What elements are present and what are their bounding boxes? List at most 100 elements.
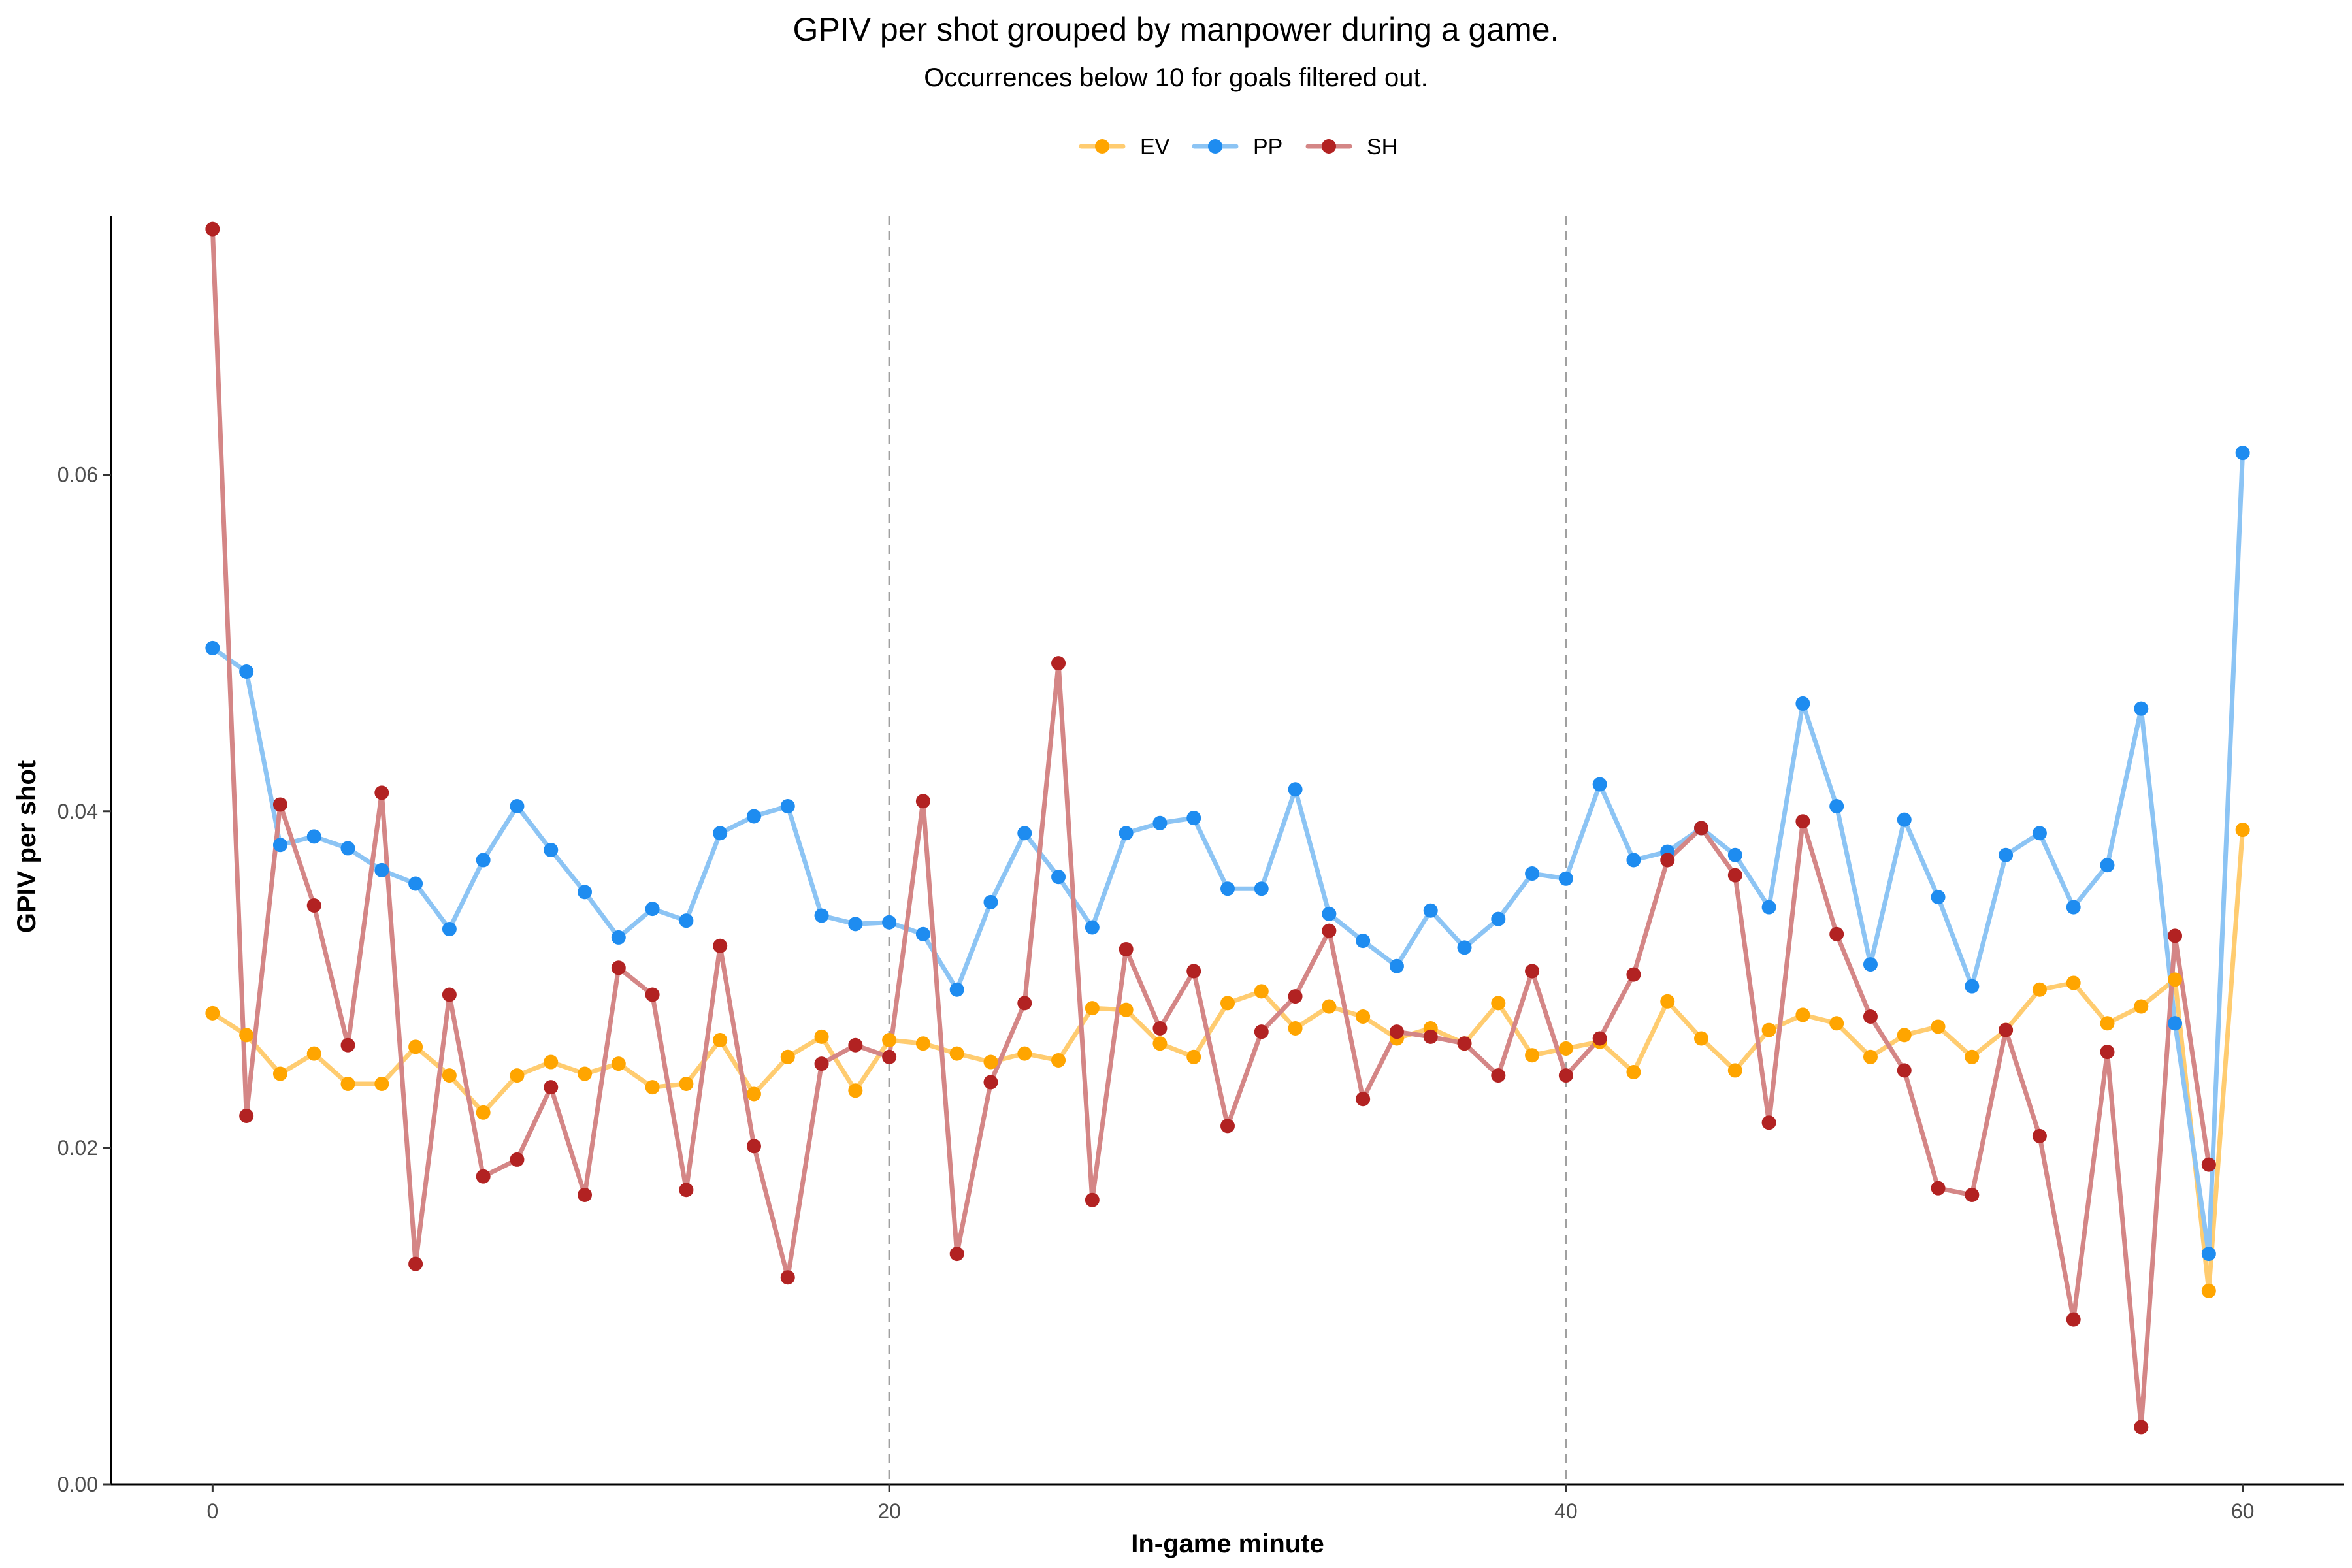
y-axis-title: GPIV per shot — [12, 760, 41, 934]
data-point-pp — [1626, 853, 1641, 868]
data-point-sh — [442, 987, 457, 1002]
data-point-ev — [1186, 1049, 1201, 1064]
legend-key-point-pp — [1208, 139, 1222, 154]
data-point-sh — [1457, 1036, 1472, 1051]
data-point-sh — [1017, 996, 1032, 1011]
data-point-pp — [780, 799, 795, 814]
data-point-ev — [1863, 1049, 1878, 1064]
data-point-pp — [949, 982, 964, 997]
data-point-sh — [340, 1037, 355, 1053]
data-point-sh — [1829, 926, 1844, 941]
data-point-sh — [1220, 1119, 1235, 1134]
data-point-ev — [544, 1054, 559, 1070]
data-point-pp — [814, 908, 829, 923]
data-point-sh — [374, 785, 389, 800]
data-point-sh — [2066, 1312, 2081, 1327]
data-point-ev — [476, 1105, 491, 1120]
data-point-ev — [239, 1028, 254, 1043]
y-tick-label: 0.06 — [57, 463, 98, 487]
data-point-pp — [1795, 696, 1810, 711]
data-point-sh — [1423, 1029, 1438, 1044]
data-point-sh — [1694, 821, 1709, 836]
data-point-ev — [2201, 1283, 2216, 1298]
data-point-ev — [1558, 1041, 1573, 1056]
data-point-sh — [1356, 1092, 1371, 1107]
data-point-pp — [2134, 701, 2149, 716]
data-point-pp — [2168, 1016, 2183, 1031]
data-point-pp — [611, 930, 626, 945]
data-point-sh — [949, 1247, 964, 1262]
data-point-pp — [2100, 858, 2115, 873]
x-tick-label: 60 — [2231, 1499, 2255, 1523]
data-point-ev — [1288, 1021, 1303, 1036]
data-point-sh — [1897, 1063, 1912, 1078]
data-point-sh — [1085, 1192, 1100, 1207]
axes — [110, 216, 2344, 1486]
data-point-ev — [1322, 999, 1337, 1014]
data-point-pp — [1592, 777, 1607, 792]
data-point-sh — [746, 1139, 761, 1154]
data-point-sh — [645, 987, 660, 1002]
data-point-pp — [239, 664, 254, 679]
data-point-ev — [679, 1077, 694, 1092]
data-point-ev — [915, 1036, 930, 1051]
data-point-sh — [1727, 868, 1742, 883]
data-point-pp — [713, 826, 728, 841]
data-point-pp — [1863, 957, 1878, 972]
data-point-ev — [442, 1068, 457, 1083]
data-point-ev — [746, 1086, 761, 1102]
data-point-sh — [1931, 1181, 1946, 1196]
data-point-sh — [1525, 964, 1540, 979]
data-point-pp — [679, 913, 694, 928]
data-point-sh — [679, 1183, 694, 1198]
data-point-ev — [1119, 1002, 1134, 1017]
y-tick-label: 0.04 — [57, 800, 98, 823]
data-point-pp — [476, 853, 491, 868]
data-point-sh — [1152, 1021, 1168, 1036]
data-point-ev — [1660, 994, 1675, 1009]
data-point-ev — [882, 1033, 897, 1048]
series-points — [205, 221, 2250, 1435]
data-point-sh — [510, 1152, 525, 1167]
data-point-ev — [1220, 996, 1235, 1011]
data-point-pp — [882, 915, 897, 930]
y-tick-label: 0.02 — [57, 1136, 98, 1160]
data-point-pp — [1761, 900, 1776, 915]
data-point-sh — [1051, 656, 1066, 671]
data-point-sh — [848, 1037, 863, 1053]
data-point-ev — [645, 1080, 660, 1095]
data-point-pp — [340, 841, 355, 856]
data-point-ev — [1829, 1016, 1844, 1031]
period-divider-lines — [888, 216, 1567, 1484]
data-point-sh — [408, 1256, 423, 1271]
data-point-sh — [1592, 1031, 1607, 1046]
data-point-sh — [1322, 923, 1337, 938]
data-point-ev — [2134, 999, 2149, 1014]
data-point-pp — [1558, 871, 1573, 886]
data-point-ev — [1727, 1063, 1742, 1078]
data-point-sh — [578, 1187, 593, 1202]
data-point-ev — [374, 1077, 389, 1092]
data-point-sh — [983, 1075, 998, 1090]
data-point-pp — [1186, 811, 1201, 826]
data-point-ev — [1897, 1028, 1912, 1043]
x-tick-label: 0 — [206, 1499, 218, 1523]
data-point-sh — [1558, 1068, 1573, 1083]
data-point-sh — [1491, 1068, 1506, 1083]
data-point-pp — [2201, 1247, 2216, 1262]
series-line-pp — [210, 450, 2246, 1256]
data-point-pp — [1017, 826, 1032, 841]
x-ticks: 0 20 40 60 — [206, 1484, 2254, 1523]
data-point-pp — [205, 640, 220, 655]
data-point-sh — [915, 794, 930, 809]
data-point-ev — [408, 1039, 423, 1054]
data-point-pp — [1457, 940, 1472, 955]
data-point-sh — [1186, 964, 1201, 979]
data-point-sh — [2168, 928, 2183, 943]
data-point-sh — [1761, 1115, 1776, 1130]
data-point-pp — [2032, 826, 2047, 841]
data-point-sh — [2032, 1128, 2047, 1143]
data-point-pp — [1085, 920, 1100, 935]
data-point-ev — [205, 1005, 220, 1021]
